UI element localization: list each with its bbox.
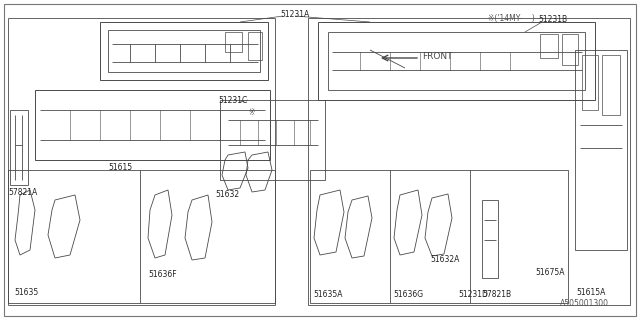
Text: 51635A: 51635A: [313, 290, 342, 299]
Text: 51231B: 51231B: [538, 15, 567, 24]
Text: 51636G: 51636G: [393, 290, 423, 299]
Text: 51636F: 51636F: [148, 270, 177, 279]
Text: A505001300: A505001300: [560, 299, 609, 308]
Text: 51635: 51635: [14, 288, 38, 297]
Text: 51231C: 51231C: [218, 96, 247, 105]
Bar: [308, 18, 630, 305]
Text: 51632A: 51632A: [430, 255, 460, 264]
Text: 51615: 51615: [108, 163, 132, 172]
Bar: [8, 170, 275, 303]
Text: ※('14MY-    ): ※('14MY- ): [488, 14, 535, 23]
Text: 57821B: 57821B: [482, 290, 511, 299]
Text: 51615A: 51615A: [576, 288, 605, 297]
Text: 51675A: 51675A: [535, 268, 564, 277]
Bar: [220, 100, 325, 180]
Bar: [575, 50, 627, 250]
Text: ※: ※: [248, 108, 254, 117]
Text: 51231D: 51231D: [458, 290, 488, 299]
Bar: [310, 170, 568, 303]
Text: 51632: 51632: [215, 190, 239, 199]
Text: FRONT: FRONT: [422, 52, 452, 61]
Text: 51231A: 51231A: [280, 10, 309, 19]
Text: 57821A: 57821A: [8, 188, 37, 197]
